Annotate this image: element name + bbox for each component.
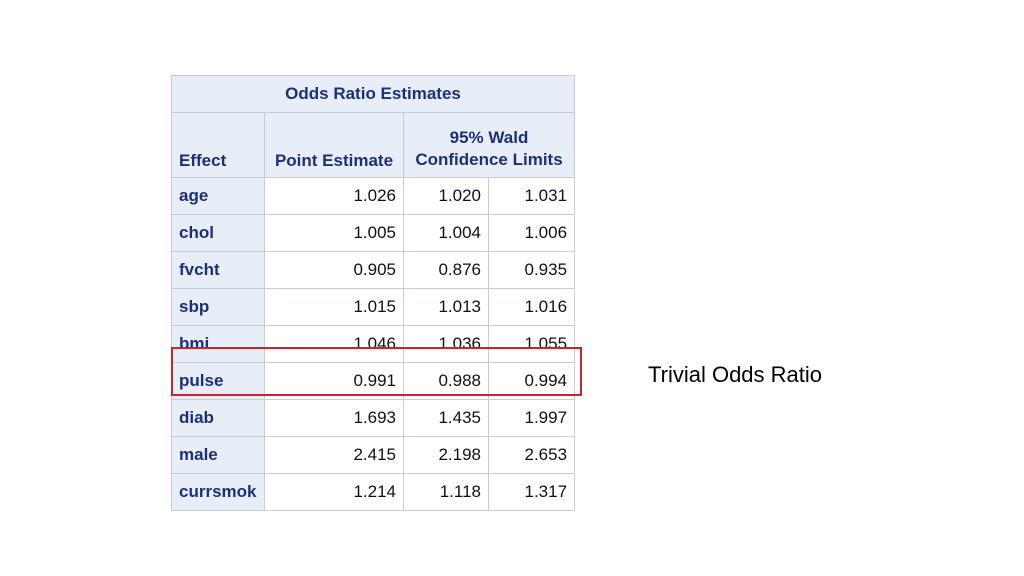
header-wald-confidence-limits: 95% Wald Confidence Limits [402,112,576,178]
table-row: diab 1.693 1.435 1.997 [171,399,576,437]
lower-limit-cell: 1.020 [403,177,489,215]
lower-limit-cell: 1.013 [403,288,489,326]
header-wald-line2: Confidence Limits [415,150,563,169]
table-row: sbp 1.015 1.013 1.016 [171,288,576,326]
point-estimate-cell: 1.214 [264,473,404,511]
lower-limit-cell: 1.435 [403,399,489,437]
upper-limit-cell: 0.935 [487,251,576,289]
effect-cell: chol [171,214,265,252]
odds-ratio-table: Odds Ratio Estimates Effect Point Estima… [170,75,576,511]
lower-limit-cell: 0.988 [403,362,489,400]
table-body: age 1.026 1.020 1.031 chol 1.005 1.004 1.006 fvc… [171,177,576,511]
effect-cell: sbp [171,288,265,326]
table-row: chol 1.005 1.004 1.006 [171,214,576,252]
point-estimate-cell: 1.046 [264,325,404,363]
upper-limit-cell: 1.997 [487,399,576,437]
upper-limit-cell: 1.055 [487,325,576,363]
table-row: fvcht 0.905 0.876 0.935 [171,251,576,289]
table-row: age 1.026 1.020 1.031 [171,177,576,215]
table-row: currsmok 1.214 1.118 1.317 [171,473,576,511]
table-title: Odds Ratio Estimates [170,75,576,113]
effect-cell: bmi [171,325,265,363]
lower-limit-cell: 1.036 [403,325,489,363]
point-estimate-cell: 2.415 [264,436,404,474]
upper-limit-cell: 1.006 [487,214,576,252]
upper-limit-cell: 2.653 [487,436,576,474]
point-estimate-cell: 1.026 [264,177,404,215]
point-estimate-cell: 1.005 [264,214,404,252]
trivial-odds-ratio-annotation: Trivial Odds Ratio [648,362,823,387]
effect-cell: currsmok [171,473,265,511]
upper-limit-cell: 1.016 [487,288,576,326]
lower-limit-cell: 1.118 [403,473,489,511]
point-estimate-cell: 1.693 [264,399,404,437]
header-point-estimate: Point Estimate [264,112,404,178]
effect-cell: fvcht [171,251,265,289]
header-effect: Effect [171,112,265,178]
table-row: pulse 0.991 0.988 0.994 [171,362,576,400]
table-row: male 2.415 2.198 2.653 [171,436,576,474]
table-row: bmi 1.046 1.036 1.055 [171,325,576,363]
header-wald-line1: 95% Wald [449,128,529,147]
upper-limit-cell: 1.317 [487,473,576,511]
point-estimate-cell: 1.015 [264,288,404,326]
effect-cell: age [171,177,265,215]
effect-cell: diab [171,399,265,437]
upper-limit-cell: 1.031 [487,177,576,215]
point-estimate-cell: 0.905 [264,251,404,289]
upper-limit-cell: 0.994 [487,362,576,400]
effect-cell: pulse [171,362,265,400]
effect-cell: male [171,436,265,474]
lower-limit-cell: 1.004 [403,214,489,252]
lower-limit-cell: 0.876 [403,251,489,289]
point-estimate-cell: 0.991 [264,362,404,400]
lower-limit-cell: 2.198 [403,436,489,474]
